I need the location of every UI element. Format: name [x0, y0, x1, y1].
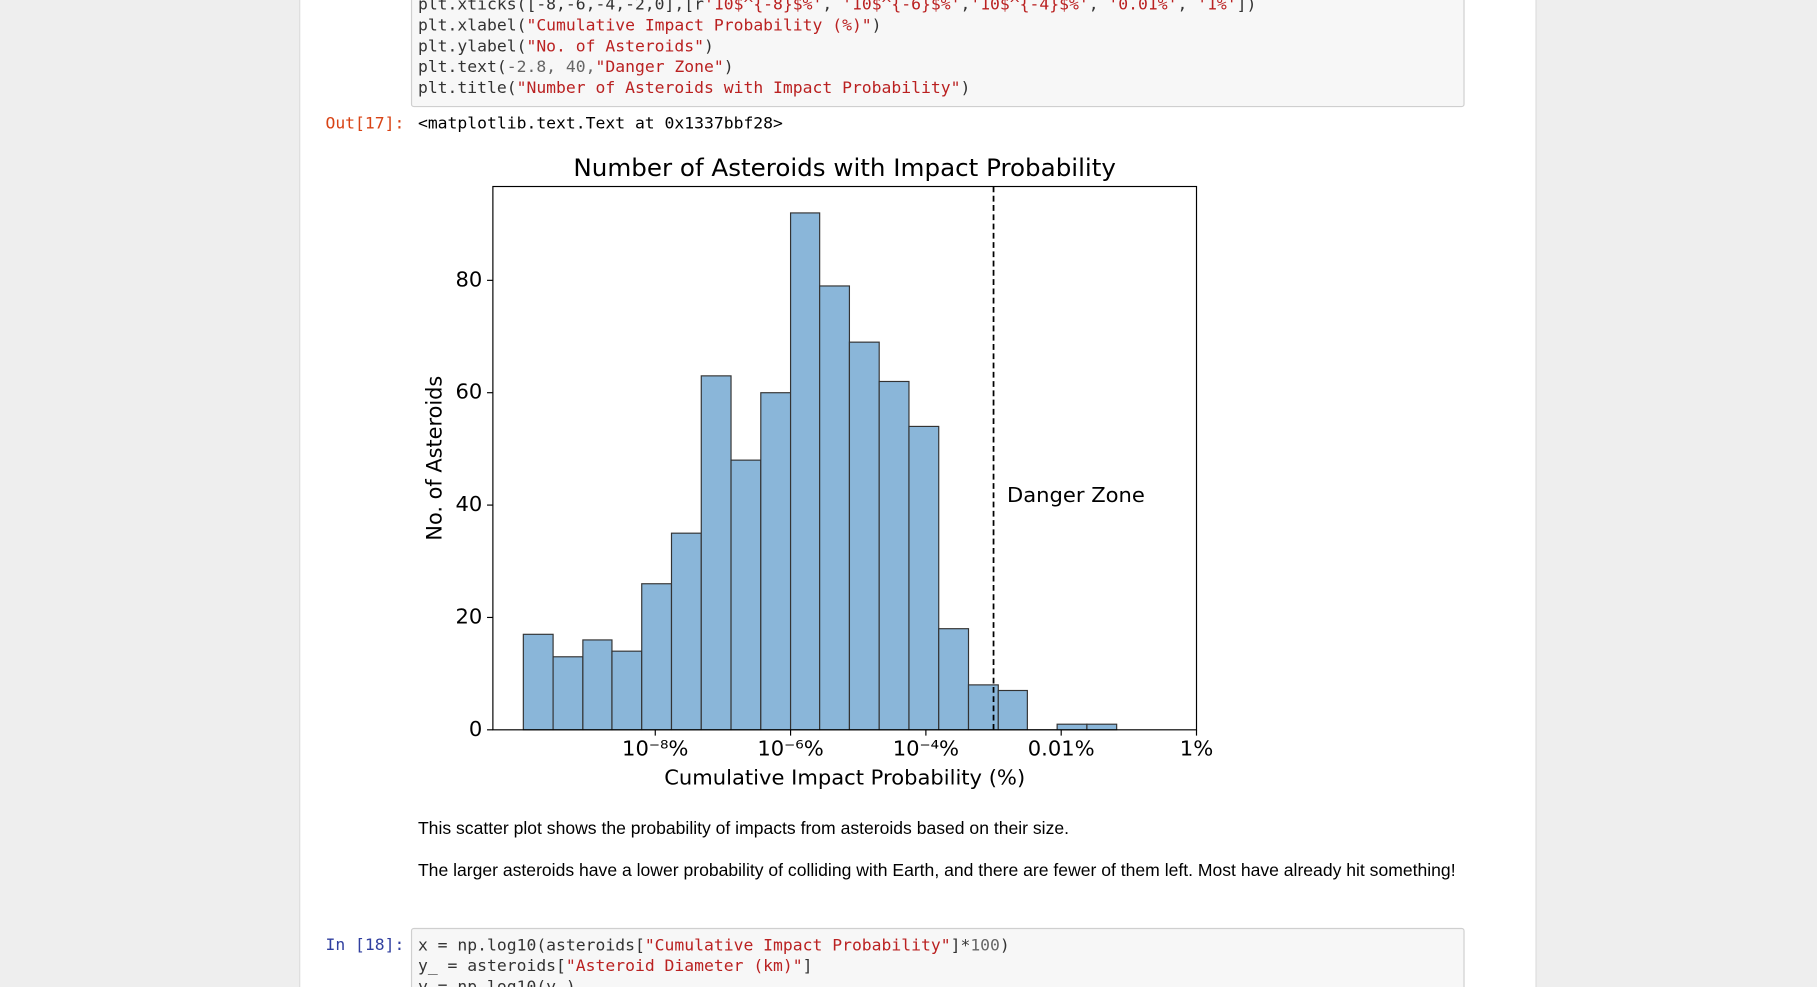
code-token: 100 [970, 935, 1000, 954]
bar [997, 689, 1028, 731]
code-token: "Cumulative Impact Probability" [645, 935, 951, 954]
code-bottom: x = np.log10(asteroids["Cumulative Impac… [418, 935, 1010, 987]
x-tick-label: 10⁻⁴% [893, 737, 959, 761]
code-token: "Number of Asteroids with Impact Probabi… [517, 78, 961, 97]
code-line: plt.xlabel("Cumulative Impact Probabilit… [418, 15, 882, 34]
code-top: plt.xticks([-8,-6,-4,-2,0],[r'10$^{-8}$%… [418, 0, 1256, 96]
plot-frame [492, 185, 1198, 731]
code-token: "Cumulative Impact Probability (%)" [526, 15, 871, 34]
out-prompt: Out[17]: [325, 114, 404, 133]
code-token: '0.01%' [1108, 0, 1177, 13]
bar [819, 285, 851, 731]
code-token: plt.ylabel( [418, 36, 527, 55]
code-line: plt.text(-2.8, 40,"Danger Zone") [418, 57, 734, 76]
code-token: plt.xticks([-8,-6,-4,-2,0],[r [418, 0, 704, 13]
paragraph: This scatter plot shows the probability … [417, 819, 1070, 839]
chart-title: Number of Asteroids with Impact Probabil… [573, 153, 1116, 182]
code-token: -2.8, 40, [507, 57, 596, 76]
bar [878, 380, 910, 731]
bar [552, 656, 584, 731]
bar [1056, 723, 1088, 731]
code-token: ) [960, 78, 970, 97]
annotation: Danger Zone [1007, 483, 1145, 507]
code-token: "Asteroid Diameter (km)" [566, 956, 803, 975]
code-token: ] [803, 956, 813, 975]
code-line: x = np.log10(asteroids["Cumulative Impac… [418, 935, 1010, 954]
bar [730, 459, 762, 731]
code-line: plt.ylabel("No. of Asteroids") [418, 36, 714, 55]
code-token: ]* [951, 935, 971, 954]
code-token: plt.text( [418, 57, 507, 76]
code-token: plt.title( [418, 78, 517, 97]
x-tick-label: 1% [1180, 737, 1213, 761]
code-token: , [960, 0, 970, 13]
paragraph: The larger asteroids have a lower probab… [417, 860, 1456, 881]
markdown: This scatter plot shows the probability … [418, 817, 1462, 884]
bar [582, 639, 613, 731]
y-axis-label: No. of Asteroids [422, 376, 446, 541]
bar [1086, 723, 1118, 731]
x-tick-label: 10⁻⁶% [757, 737, 823, 761]
code-token: y = np.log10(y_) [418, 977, 576, 987]
code-token: plt.xlabel( [418, 15, 527, 34]
code-line: plt.xticks([-8,-6,-4,-2,0],[r'10$^{-8}$%… [418, 0, 1256, 13]
code-token: x = np.log10(asteroids[ [418, 935, 645, 954]
output-text: <matplotlib.text.Text at 0x1337bbf28> [418, 114, 783, 133]
y-tick-label: 40 [456, 492, 483, 516]
code-token: , [1089, 0, 1109, 13]
x-tick-label: 10⁻⁸% [622, 737, 688, 761]
code-line: plt.title("Number of Asteroids with Impa… [418, 78, 970, 97]
markdown-cell: This scatter plot shows the probability … [418, 817, 1462, 884]
bar [611, 650, 643, 731]
code-token: "Danger Zone" [596, 57, 724, 76]
y-tick-label: 60 [456, 380, 483, 404]
bar [848, 341, 880, 731]
code-token: , [822, 0, 842, 13]
code-token: ]) [1237, 0, 1257, 13]
code-line: y = np.log10(y_) [418, 977, 576, 987]
code-token: '1%' [1197, 0, 1236, 13]
code-token: ) [1000, 935, 1010, 954]
bar [670, 532, 702, 731]
y-tick-label: 20 [456, 605, 483, 629]
x-axis-label: Cumulative Impact Probability (%) [664, 766, 1025, 790]
in-prompt: In [18]: [325, 935, 404, 954]
code-line: y_ = asteroids["Asteroid Diameter (km)"] [418, 956, 813, 975]
code-cell-top [410, 0, 1465, 108]
histogram-chart: Number of Asteroids with Impact Probabil… [422, 153, 1213, 789]
x-tick-label: 0.01% [1028, 737, 1095, 761]
code-cell-bottom [410, 927, 1465, 987]
bar [522, 633, 554, 731]
code-token: '10$^{-4}$%' [970, 0, 1088, 13]
code-token: "No. of Asteroids" [526, 36, 704, 55]
code-token: ) [872, 15, 882, 34]
bar [789, 212, 821, 731]
code-token: ) [724, 57, 734, 76]
bar [641, 583, 673, 731]
bar [700, 375, 732, 731]
code-token: '10$^{-8}$%' [704, 0, 822, 13]
bar [938, 628, 970, 731]
y-tick-label: 0 [469, 717, 482, 741]
code-token: , [1177, 0, 1197, 13]
bar [908, 425, 940, 731]
code-token: y_ = asteroids[ [418, 956, 566, 975]
code-token: ) [704, 36, 714, 55]
code-token: '10$^{-6}$%' [842, 0, 960, 13]
bar [760, 392, 792, 731]
y-tick-label: 80 [456, 267, 483, 291]
